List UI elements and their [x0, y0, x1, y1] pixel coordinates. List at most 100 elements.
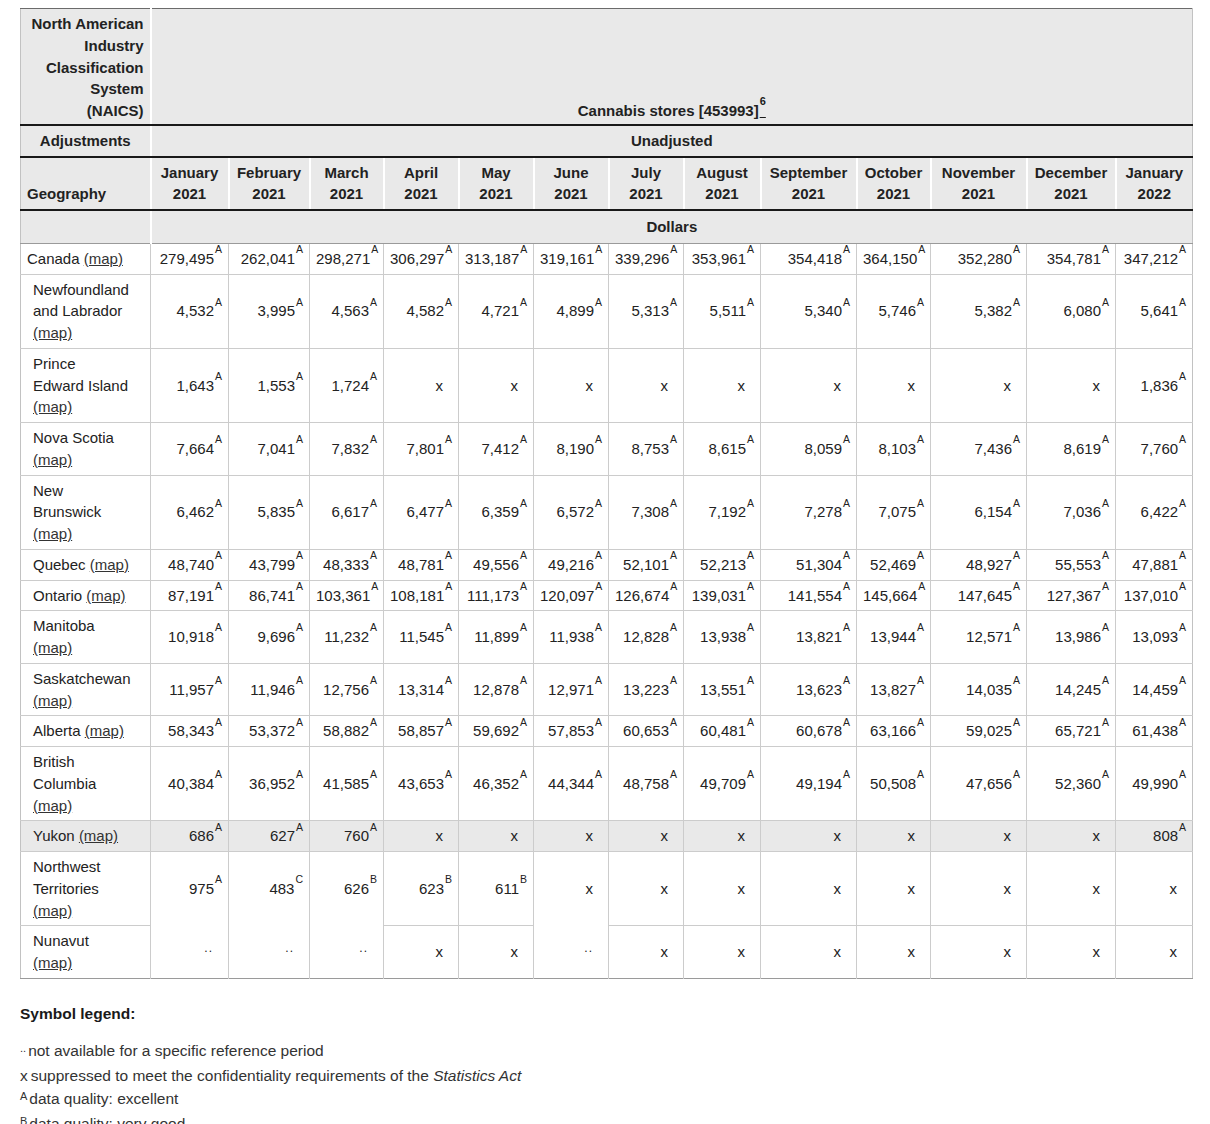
quality-indicator: A [371, 243, 378, 255]
value-manitoba-september-2021: 13,821A [761, 611, 857, 664]
value-number: 760 [344, 827, 369, 844]
value-new-brunswick-january-2021: 6,462A [151, 475, 229, 549]
quality-indicator: A [1102, 497, 1109, 509]
value-yukon-june-2021: x [534, 821, 609, 852]
map-link-new-brunswick[interactable]: (map) [33, 525, 72, 542]
value-number: 48,781 [398, 556, 444, 573]
quality-indicator: A [747, 621, 754, 633]
quality-indicator: A [1013, 497, 1020, 509]
legend-item-not-available: ..not available for a specific reference… [20, 1039, 1190, 1064]
value-nunavut-september-2021: x [761, 926, 857, 979]
quality-indicator: A [917, 549, 924, 561]
geography-name: Northwest Territories [33, 858, 101, 897]
value-number: 5,641 [1141, 302, 1179, 319]
map-link-canada[interactable]: (map) [84, 250, 123, 267]
map-link-prince-edward-island[interactable]: (map) [33, 398, 72, 415]
value-number: 7,278 [804, 503, 842, 520]
value-new-brunswick-april-2021: 6,477A [384, 475, 459, 549]
quality-indicator: A [445, 580, 452, 592]
row-northwest-territories: Northwest Territories (map)975A483C626B6… [21, 852, 1193, 926]
value-alberta-november-2021: 59,025A [931, 716, 1027, 747]
map-link-ontario[interactable]: (map) [86, 587, 125, 604]
value-nova-scotia-october-2021: 8,103A [857, 423, 931, 476]
value-british-columbia-march-2021: 41,585A [310, 747, 384, 821]
value-number: 686 [189, 827, 214, 844]
value-number: 483 [269, 880, 294, 897]
quality-indicator: A [843, 243, 850, 255]
quality-indicator: A [670, 674, 677, 686]
value-saskatchewan-february-2021: 11,946A [229, 663, 310, 716]
value-number: 8,059 [804, 440, 842, 457]
value-number: 14,459 [1132, 681, 1178, 698]
quality-indicator: A [215, 873, 222, 885]
value-number: 127,367 [1047, 587, 1101, 604]
geography-name: Prince Edward Island [33, 355, 128, 394]
quality-indicator: A [445, 768, 452, 780]
value-newfoundland-and-labrador-january-2021: 4,532A [151, 274, 229, 348]
quality-indicator: A [1013, 716, 1020, 728]
quality-indicator: A [215, 716, 222, 728]
geography-name: Manitoba [33, 617, 95, 634]
geography-name: Saskatchewan [33, 670, 131, 687]
value-quebec-april-2021: 48,781A [384, 549, 459, 580]
map-link-nova-scotia[interactable]: (map) [33, 451, 72, 468]
value-number: 611 [495, 880, 519, 897]
value-number: 354,781 [1047, 250, 1101, 267]
value-alberta-october-2021: 63,166A [857, 716, 931, 747]
value-number: 1,643 [176, 377, 214, 394]
footnote-6-link[interactable]: 6 [759, 102, 766, 119]
value-number: 51,304 [796, 556, 842, 573]
value-number: 1,836 [1141, 377, 1179, 394]
value-saskatchewan-june-2021: 12,971A [534, 663, 609, 716]
value-ontario-october-2021: 145,664A [857, 580, 931, 611]
geography-name: British Columbia [33, 753, 96, 792]
map-link-northwest-territories[interactable]: (map) [33, 902, 72, 919]
value-ontario-september-2021: 141,554A [761, 580, 857, 611]
value-number: 13,944 [870, 628, 916, 645]
value-number: 12,971 [548, 681, 594, 698]
quality-indicator: A [445, 243, 452, 255]
value-new-brunswick-august-2021: 7,192A [684, 475, 761, 549]
quality-indicator: A [445, 433, 452, 445]
value-newfoundland-and-labrador-february-2021: 3,995A [229, 274, 310, 348]
value-newfoundland-and-labrador-june-2021: 4,899A [534, 274, 609, 348]
map-link-newfoundland-and-labrador[interactable]: (map) [33, 324, 72, 341]
map-link-british-columbia[interactable]: (map) [33, 797, 72, 814]
value-manitoba-august-2021: 13,938A [684, 611, 761, 664]
value-nunavut-june-2021: .. [534, 923, 609, 976]
map-link-nunavut[interactable]: (map) [33, 954, 72, 971]
value-number: 298,271 [316, 250, 370, 267]
value-number: 14,245 [1055, 681, 1101, 698]
map-link-quebec[interactable]: (map) [90, 556, 129, 573]
geography-name: Ontario [33, 587, 86, 604]
value-number: 145,664 [863, 587, 917, 604]
quality-indicator: A [843, 674, 850, 686]
value-number: 808 [1153, 827, 1178, 844]
map-link-yukon[interactable]: (map) [79, 827, 118, 844]
value-prince-edward-island-june-2021: x [534, 348, 609, 422]
map-link-manitoba[interactable]: (map) [33, 639, 72, 656]
map-link-saskatchewan[interactable]: (map) [33, 692, 72, 709]
quality-indicator: A [520, 621, 527, 633]
value-number: 7,036 [1063, 503, 1101, 520]
quality-indicator: A [670, 243, 677, 255]
map-link-alberta[interactable]: (map) [85, 722, 124, 739]
value-yukon-september-2021: x [761, 821, 857, 852]
value-number: 50,508 [870, 775, 916, 792]
value-new-brunswick-november-2021: 6,154A [931, 475, 1027, 549]
quality-indicator: A [1013, 674, 1020, 686]
value-number: 43,799 [249, 556, 295, 573]
value-number: 147,645 [958, 587, 1012, 604]
quality-indicator: A [747, 433, 754, 445]
value-number: 627 [270, 827, 295, 844]
value-nunavut-august-2021: x [684, 926, 761, 979]
row-prince-edward-island: Prince Edward Island (map)1,643A1,553A1,… [21, 348, 1193, 422]
value-british-columbia-july-2021: 48,758A [609, 747, 684, 821]
quality-indicator: A [917, 621, 924, 633]
value-prince-edward-island-july-2021: x [609, 348, 684, 422]
value-number: 8,615 [708, 440, 746, 457]
value-number: 5,340 [804, 302, 842, 319]
legend-title: Symbol legend: [20, 1005, 1190, 1023]
value-ontario-november-2021: 147,645A [931, 580, 1027, 611]
column-header-december-2021: December2021 [1027, 157, 1116, 211]
